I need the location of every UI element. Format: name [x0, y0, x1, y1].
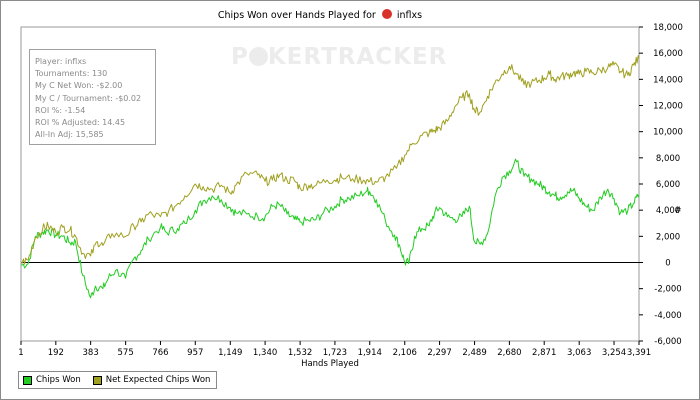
- pokertracker-watermark: P KERTRACKER: [231, 44, 447, 70]
- stat-allin-adj: All-In Adj: 15,585: [35, 130, 104, 140]
- x-tick-label: 1,532: [288, 348, 312, 358]
- y-tick-label: 14,000: [653, 75, 683, 85]
- y-tick-label: 4,000: [656, 206, 680, 216]
- y-tick-label: 8,000: [656, 154, 680, 164]
- pokertracker-logo-icon: [381, 9, 392, 19]
- y-tick-label: 12,000: [653, 102, 683, 112]
- y-tick-label: 18,000: [653, 23, 683, 33]
- x-tick-label: 575: [118, 348, 134, 358]
- x-tick-label: 1,914: [358, 348, 382, 358]
- y-tick-label: 2,000: [656, 232, 680, 242]
- stat-roi-adjusted: ROI % Adjusted: 14.45: [35, 118, 126, 128]
- x-tick-label: 3,254: [602, 348, 626, 358]
- y-axis-unit-label: #: [674, 206, 681, 216]
- x-tick-label: 957: [187, 348, 203, 358]
- stat-tournaments: Tournaments: 130: [35, 69, 108, 79]
- x-tick-label: 2,297: [427, 348, 451, 358]
- legend-swatch: [23, 375, 32, 385]
- y-tick-label: -2,000: [654, 285, 681, 295]
- stat-net-won: My C Net Won: -$2.00: [35, 81, 123, 91]
- x-tick-label: 2,106: [393, 348, 417, 358]
- watermark-prefix: P: [231, 44, 249, 70]
- stats-box: Player: inflxs Tournaments: 130 My C Net…: [29, 49, 156, 145]
- x-tick-label: 192: [48, 348, 64, 358]
- legend-label: Chips Won: [36, 375, 81, 385]
- legend-swatch: [92, 375, 102, 385]
- chart-title: Chips Won over Hands Played for inflxs: [0, 9, 640, 21]
- x-tick-label: 1: [18, 348, 23, 358]
- legend-label: Net Expected Chips Won: [105, 375, 211, 385]
- chart-title-text: Chips Won over Hands Played for: [217, 10, 376, 21]
- x-tick-label: 1,723: [323, 348, 347, 358]
- stat-per-tournament: My C / Tournament: -$0.02: [35, 93, 142, 103]
- series-line-chips-won: [20, 158, 640, 299]
- y-tick-label: 16,000: [653, 49, 683, 59]
- x-tick-label: 3,391: [627, 348, 651, 358]
- stat-roi: ROI %: -1.54: [35, 105, 86, 115]
- x-tick-label: 2,871: [532, 348, 556, 358]
- chart-legend: Chips Won Net Expected Chips Won: [18, 371, 218, 389]
- x-tick-label: 1,149: [218, 348, 242, 358]
- x-tick-label: 766: [152, 348, 168, 358]
- y-tick-label: -6,000: [654, 337, 681, 347]
- x-tick-label: 3,063: [567, 348, 591, 358]
- legend-item-chips-won[interactable]: Chips Won: [23, 375, 81, 385]
- y-tick-label: 10,000: [653, 128, 683, 138]
- y-tick-label: 0: [665, 259, 670, 269]
- watermark-rest: KERTRACKER: [267, 44, 448, 70]
- x-tick-label: 1,340: [253, 348, 277, 358]
- series-line-net-expected: [20, 55, 640, 265]
- y-tick-label: 6,000: [656, 180, 680, 190]
- x-tick-label: 2,489: [462, 348, 486, 358]
- stat-player: Player: inflxs: [35, 57, 87, 66]
- x-tick-label: 383: [83, 348, 99, 358]
- chart-title-player: inflxs: [396, 10, 423, 21]
- poker-chip-icon: [248, 47, 268, 66]
- y-tick-label: -4,000: [654, 311, 681, 321]
- x-axis-label: Hands Played: [301, 359, 359, 369]
- legend-item-net-expected[interactable]: Net Expected Chips Won: [92, 375, 211, 385]
- x-tick-label: 2,680: [497, 348, 521, 358]
